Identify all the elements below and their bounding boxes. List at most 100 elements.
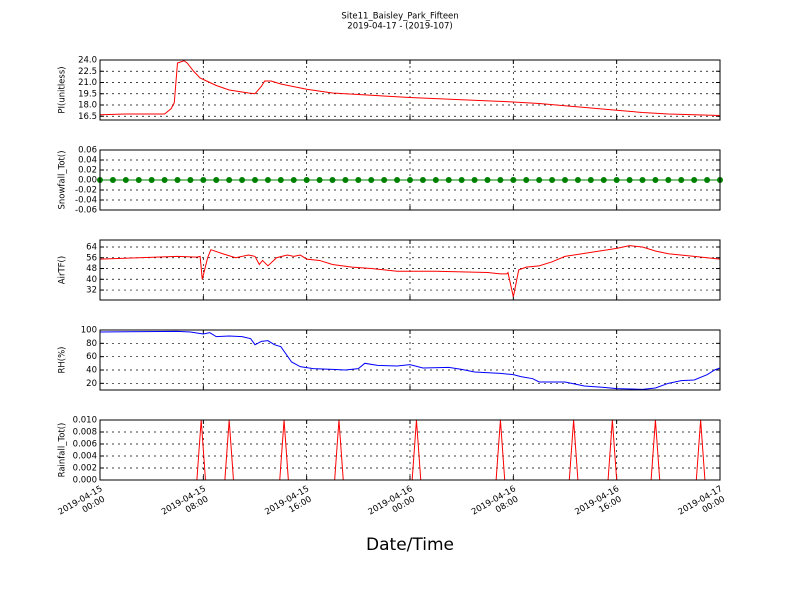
data-point [523, 177, 530, 183]
data-point [432, 177, 439, 183]
y-axis-label: Snowfall_Tot() [58, 150, 68, 209]
data-point [135, 177, 142, 183]
data-point [613, 177, 620, 183]
y-tick-label: 16.5 [78, 112, 97, 122]
data-point [316, 177, 323, 183]
data-point [277, 177, 284, 183]
y-tick-label: -0.06 [75, 206, 97, 216]
data-point [187, 177, 194, 183]
data-point [665, 177, 672, 183]
data-point [213, 177, 220, 183]
x-tick-label: 2019-04-1600:00 [366, 484, 419, 526]
y-axis-label: Rainfall_Tot() [58, 423, 68, 478]
data-point [484, 177, 491, 183]
y-axis-label: AirTF() [58, 256, 68, 284]
data-point [445, 177, 452, 183]
data-point [587, 177, 594, 183]
plot-frame [99, 419, 721, 481]
y-tick-label: -0.04 [75, 196, 97, 206]
data-point [200, 177, 207, 183]
data-point [562, 177, 568, 183]
data-point [329, 177, 336, 183]
data-point [678, 177, 685, 183]
data-point [471, 177, 478, 183]
data-point [574, 177, 581, 183]
y-tick-label: 21.0 [78, 78, 97, 88]
y-tick-label: 100 [81, 326, 97, 336]
data-line [99, 245, 721, 297]
y-tick-label: 0.02 [78, 166, 97, 176]
plot-frame [99, 239, 721, 301]
data-point [355, 177, 362, 183]
x-tick-label: 2019-04-1700:00 [676, 484, 729, 526]
x-tick-label: 2019-04-1608:00 [470, 484, 523, 526]
y-axis-label: PI(unitless) [58, 66, 68, 113]
y-tick-label: 0.002 [73, 464, 97, 474]
y-tick-label: 24.0 [78, 56, 97, 66]
data-point [303, 177, 310, 183]
data-point [536, 177, 543, 183]
y-tick-label: -0.02 [75, 186, 97, 196]
data-point [264, 177, 271, 183]
data-point [148, 177, 155, 183]
data-point [109, 177, 116, 183]
data-point [549, 177, 556, 183]
data-point [419, 177, 426, 183]
y-tick-label: 0.00 [78, 176, 97, 186]
plot-frame [99, 149, 721, 211]
x-tick-label: 2019-04-1508:00 [160, 484, 213, 526]
chart-title: Site11_Baisley_Park_Fifteen [341, 12, 458, 22]
y-tick-label: 0.000 [73, 476, 97, 486]
y-tick-label: 0.010 [73, 416, 97, 426]
data-point [626, 177, 633, 183]
x-tick-label: 2019-04-1516:00 [263, 484, 316, 526]
data-point [652, 177, 659, 183]
x-axis-label: Date/Time [366, 535, 454, 555]
y-tick-label: 80 [86, 339, 97, 349]
y-tick-label: 18.0 [78, 101, 97, 111]
y-tick-label: 0.008 [73, 428, 97, 438]
y-tick-label: 22.5 [78, 67, 97, 77]
data-point [381, 177, 388, 183]
data-point [342, 177, 349, 183]
data-point [639, 177, 646, 183]
data-point [600, 177, 607, 183]
data-point [704, 177, 711, 183]
y-tick-label: 0.004 [73, 452, 97, 462]
y-tick-label: 0.006 [73, 440, 97, 450]
y-tick-label: 48 [86, 264, 97, 274]
data-point [497, 177, 504, 183]
data-line [99, 60, 721, 116]
y-tick-label: 0.06 [78, 146, 97, 156]
y-tick-label: 0.04 [78, 156, 97, 166]
y-axis-label: RH(%) [58, 346, 68, 373]
y-tick-label: 60 [86, 352, 97, 362]
y-tick-label: 64 [86, 242, 97, 252]
chart-subtitle: 2019-04-17 - (2019-107) [347, 22, 452, 32]
plot-frame [99, 59, 721, 121]
x-tick-label: 2019-04-1500:00 [56, 484, 109, 526]
data-point [394, 177, 401, 183]
y-tick-label: 56 [86, 253, 97, 263]
x-tick-label: 2019-04-1616:00 [573, 484, 626, 526]
data-point [458, 177, 465, 183]
data-point [239, 177, 246, 183]
data-point [174, 177, 181, 183]
data-point [510, 177, 517, 183]
data-point [290, 177, 297, 183]
data-line [99, 330, 721, 390]
plot-frame [99, 329, 721, 391]
y-tick-label: 40 [86, 366, 97, 376]
data-point [407, 177, 413, 183]
y-tick-label: 32 [86, 286, 97, 296]
data-point [252, 177, 258, 183]
data-point [122, 177, 129, 183]
data-point [691, 177, 698, 183]
data-point [226, 177, 233, 183]
y-tick-label: 40 [86, 275, 97, 285]
data-point [368, 177, 375, 183]
data-point [161, 177, 168, 183]
y-tick-label: 20 [86, 379, 97, 389]
y-tick-label: 19.5 [78, 89, 97, 99]
